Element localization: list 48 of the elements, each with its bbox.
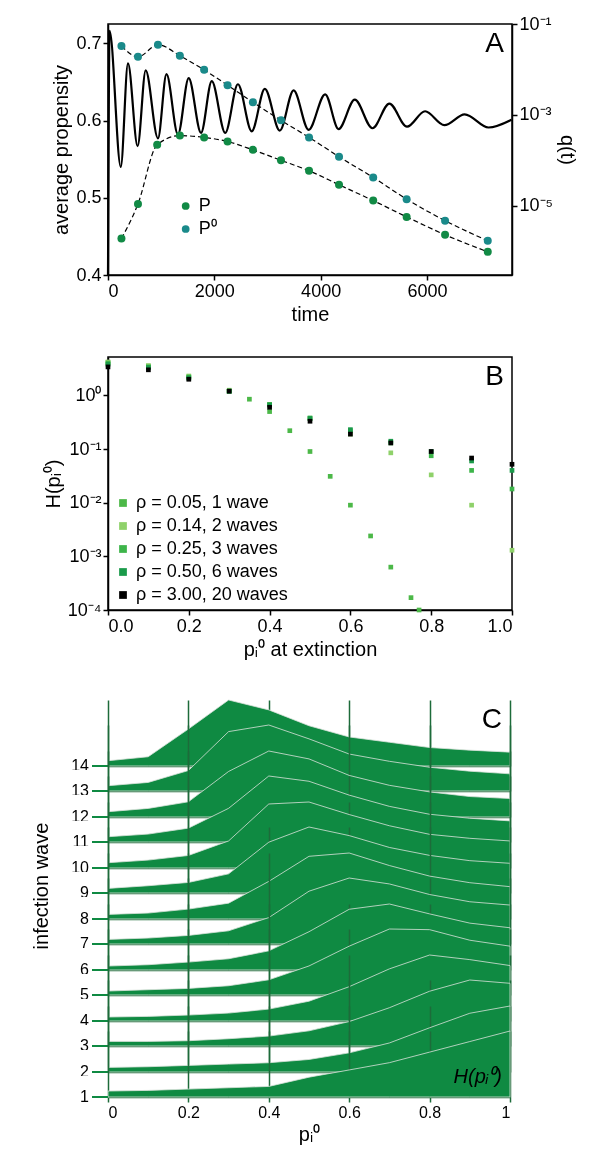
y-tick-label: 10⁻¹ [69,438,102,459]
x-axis-title: time [291,302,330,325]
y-tick-label: 0.4 [76,264,102,285]
y-tick-label: 10⁻³ [69,545,102,566]
y-tick-label: 10⁰ [75,384,102,405]
y-tick-label: 0.6 [76,110,102,131]
x-tick-label: 0 [108,1103,118,1121]
y2-tick-label: 10⁻⁵ [519,195,553,216]
x-tick-label: 0.8 [419,615,445,636]
y-tick-label: 10⁻² [69,492,102,513]
legend-label: ρ = 0.25, 3 waves [136,538,278,558]
y-tick-label: 0.5 [76,187,102,208]
annotation: C [481,702,502,734]
series-label: 8 [80,909,90,927]
x-tick-label: 0.4 [257,615,283,636]
y-axis-title: average propensity [50,64,73,236]
x-tick-label: 1.0 [487,615,513,636]
x-tick-label: 0.2 [177,1103,201,1121]
y-tick-label: 10⁻⁴ [67,599,102,620]
annotation: A [485,27,505,58]
legend-label: P [198,195,211,215]
legend-label: ρ = 0.14, 2 waves [136,515,278,535]
x-tick-label: 4000 [301,280,342,301]
annotation: B [485,360,504,391]
legend-label: ρ = 0.05, 1 wave [136,492,269,512]
x-axis-title: pᵢ⁰ at extinction [243,637,378,660]
y-axis-title: H(pᵢ⁰) [41,459,64,509]
y-tick-label: 0.7 [76,32,102,53]
legend-label: P⁰ [198,218,217,238]
x-tick-label: 0.6 [338,615,364,636]
x-tick-label: 0.0 [108,615,134,636]
series-label: 1 [80,1088,90,1105]
x-tick-label: 0.2 [176,615,202,636]
legend-label: ρ = 3.00, 20 waves [136,584,288,604]
x-tick-label: 0.6 [338,1103,361,1121]
y-axis-title: infection wave [30,822,52,949]
x-tick-label: 2000 [194,280,235,301]
x-tick-label: 6000 [407,280,448,301]
y2-axis-title: q(t) [556,135,579,165]
annotation: H(pᵢ⁰) [453,1065,502,1087]
x-tick-label: 0.4 [258,1103,281,1121]
y2-tick-label: 10⁻³ [519,104,552,125]
y2-tick-label: 10⁻¹ [519,13,552,34]
x-tick-label: 1 [501,1103,511,1121]
x-axis-title: pᵢ⁰ [298,1122,321,1145]
x-tick-label: 0 [108,280,119,301]
legend-label: ρ = 0.50, 6 waves [136,561,278,581]
x-tick-label: 0.8 [418,1103,442,1121]
